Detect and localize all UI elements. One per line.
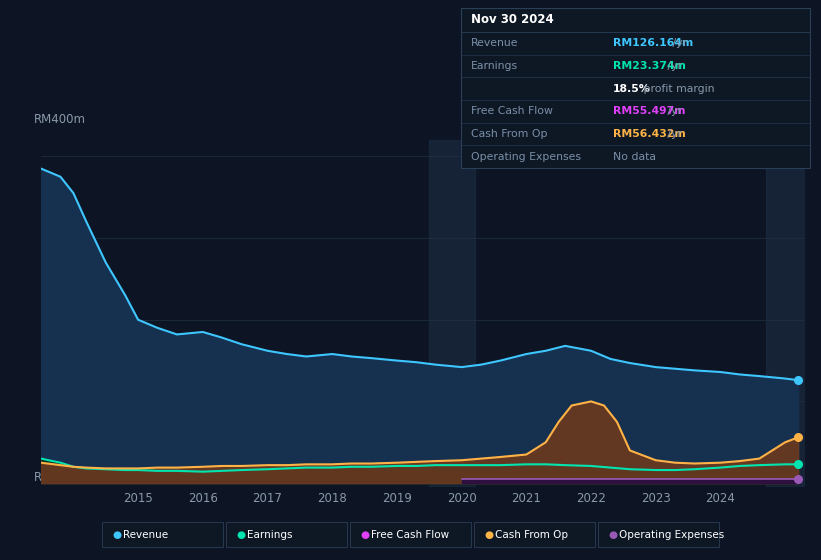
Text: No data: No data <box>613 152 656 162</box>
Text: ●: ● <box>236 530 245 540</box>
Bar <box>766 140 805 487</box>
Text: Free Cash Flow: Free Cash Flow <box>371 530 449 540</box>
Text: /yr: /yr <box>669 38 687 48</box>
Text: 18.5%: 18.5% <box>613 83 651 94</box>
Text: RM55.497m: RM55.497m <box>613 106 686 116</box>
Text: RM0: RM0 <box>34 471 59 484</box>
Text: Cash From Op: Cash From Op <box>495 530 568 540</box>
Text: Revenue: Revenue <box>471 38 519 48</box>
Text: Free Cash Flow: Free Cash Flow <box>471 106 553 116</box>
Text: Earnings: Earnings <box>247 530 292 540</box>
Text: /yr: /yr <box>663 129 681 139</box>
Text: profit margin: profit margin <box>640 83 714 94</box>
Text: Operating Expenses: Operating Expenses <box>619 530 724 540</box>
Text: ●: ● <box>360 530 369 540</box>
Text: /yr: /yr <box>663 106 681 116</box>
Text: RM400m: RM400m <box>34 113 85 126</box>
Text: ●: ● <box>112 530 122 540</box>
Text: Operating Expenses: Operating Expenses <box>471 152 581 162</box>
Text: /yr: /yr <box>663 61 681 71</box>
Text: ●: ● <box>608 530 617 540</box>
Text: Nov 30 2024: Nov 30 2024 <box>471 13 554 26</box>
Text: Earnings: Earnings <box>471 61 518 71</box>
Bar <box>429 140 475 487</box>
Text: RM56.432m: RM56.432m <box>613 129 686 139</box>
Text: Revenue: Revenue <box>123 530 168 540</box>
Text: ●: ● <box>484 530 493 540</box>
Text: RM23.374m: RM23.374m <box>613 61 686 71</box>
Text: Cash From Op: Cash From Op <box>471 129 548 139</box>
Text: RM126.164m: RM126.164m <box>613 38 694 48</box>
